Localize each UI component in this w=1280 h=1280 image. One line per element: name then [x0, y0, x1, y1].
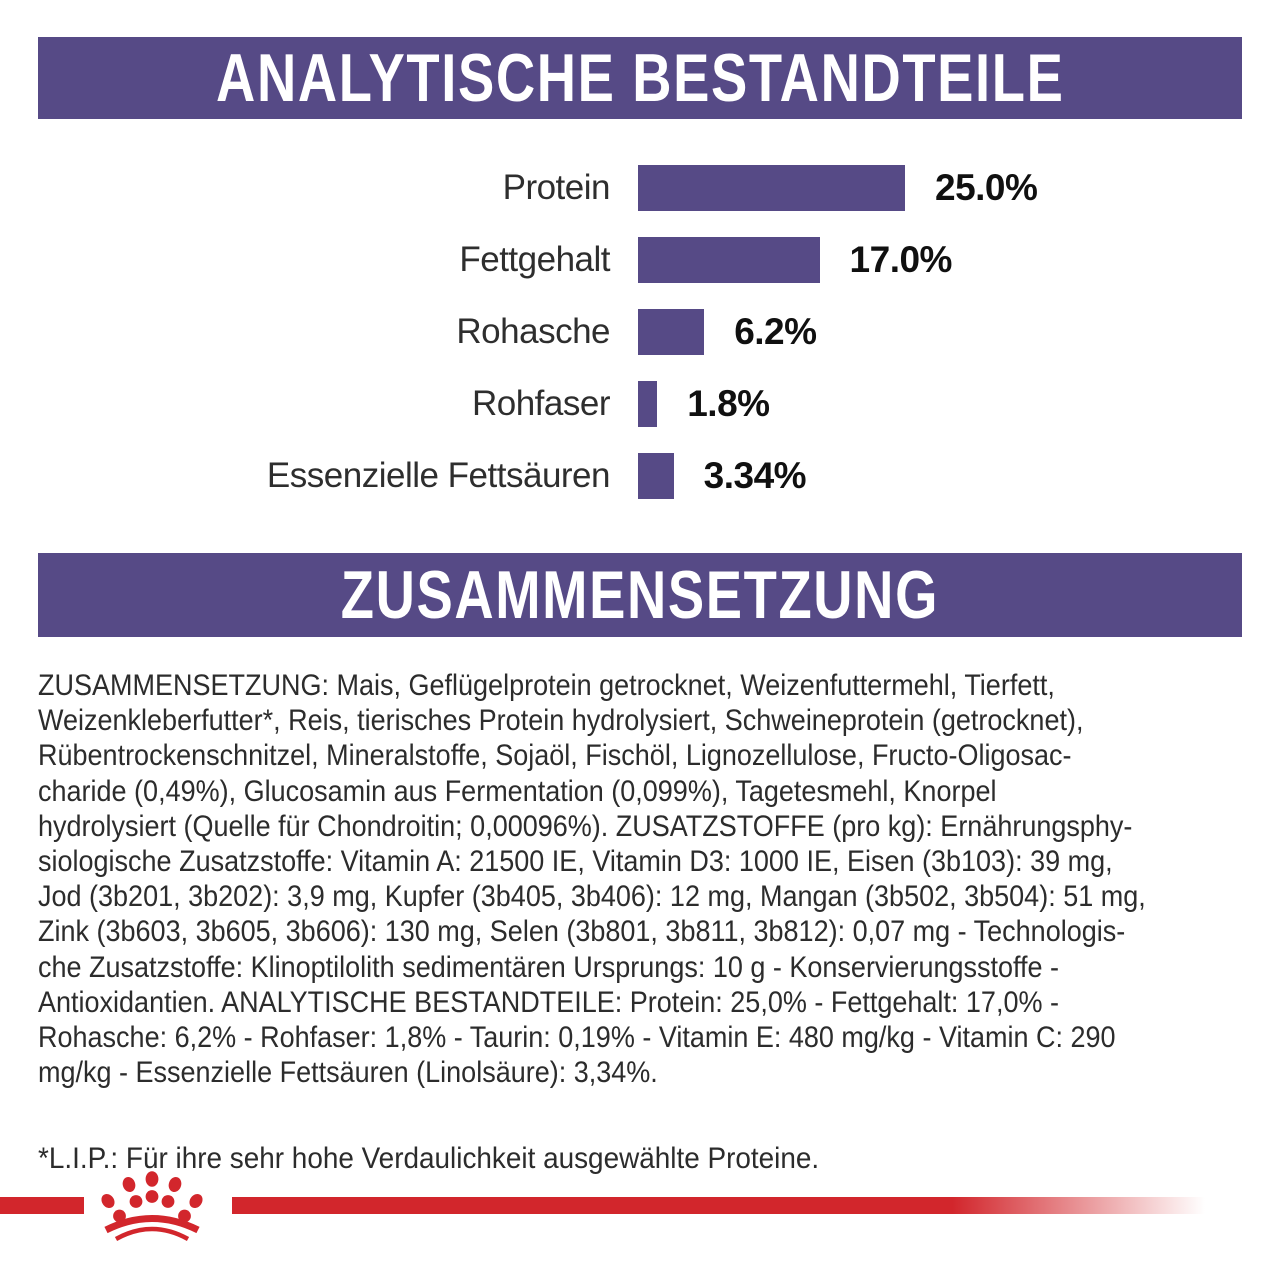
composition-line: Zink (3b603, 3b605, 3b606): 130 mg, Sele…	[38, 915, 1126, 949]
composition-paragraph: ZUSAMMENSETZUNG: Mais, Geflügelprotein g…	[38, 668, 1244, 1090]
analytical-components-bar-chart: Protein 25.0% Fettgehalt 17.0% Rohasche 6.2% R…	[0, 165, 1280, 525]
footer-stripe-left	[0, 1197, 84, 1214]
chart-value-label: 17.0%	[849, 239, 953, 280]
composition-line: ZUSAMMENSETZUNG: Mais, Geflügelprotein g…	[38, 669, 1055, 702]
composition-line: Weizenkleberfutter*, Reis, tierisches Pr…	[38, 704, 1084, 738]
chart-value-label: 6.2%	[734, 311, 817, 352]
chart-row: Protein 25.0%	[0, 165, 1280, 211]
chart-category-label: Essenzielle Fettsäuren	[266, 456, 611, 495]
composition-line: che Zusatzstoffe: Klinoptilolith sedimen…	[38, 950, 1060, 984]
composition-line: Rohasche: 6,2% - Rohfaser: 1,8% - Taurin…	[38, 1021, 1116, 1055]
chart-bar	[638, 453, 674, 499]
composition-line: Rübentrockenschnitzel, Mineralstoffe, So…	[38, 739, 1072, 773]
chart-row: Fettgehalt 17.0%	[0, 237, 1280, 283]
composition-line: Antioxidantien. ANALYTISCHE BESTANDTEILE…	[38, 985, 1059, 1019]
composition-banner: ZUSAMMENSETZUNG	[38, 553, 1242, 637]
analytical-components-banner: ANALYTISCHE BESTANDTEILE	[38, 37, 1242, 119]
composition-line: charide (0,49%), Glucosamin aus Fermenta…	[38, 774, 997, 808]
chart-bar	[638, 309, 705, 355]
chart-value-label: 3.34%	[703, 455, 807, 496]
chart-row: Essenzielle Fettsäuren 3.34%	[0, 453, 1280, 499]
lip-footnote: *L.I.P.: Für ihre sehr hohe Verdaulichke…	[38, 1142, 820, 1175]
chart-category-label: Protein	[502, 168, 611, 207]
composition-line: mg/kg - Essenzielle Fettsäuren (Linolsäu…	[38, 1056, 658, 1090]
chart-bar	[638, 237, 820, 283]
composition-line: hydrolysiert (Quelle für Chondroitin; 0,…	[38, 809, 1133, 843]
analytical-components-title: ANALYTISCHE BESTANDTEILE	[215, 40, 1065, 116]
chart-bar	[638, 381, 658, 427]
chart-category-label: Fettgehalt	[459, 240, 610, 279]
composition-line: Jod (3b201, 3b202): 3,9 mg, Kupfer (3b40…	[38, 880, 1146, 914]
chart-value-label: 25.0%	[935, 167, 1038, 208]
chart-category-label: Rohasche	[456, 312, 610, 351]
royal-canin-crown-icon	[92, 1171, 212, 1248]
composition-title: ZUSAMMENSETZUNG	[340, 557, 940, 633]
chart-row: Rohfaser 1.8%	[0, 381, 1280, 427]
chart-row: Rohasche 6.2%	[0, 309, 1280, 355]
composition-line: siologische Zusatzstoffe: Vitamin A: 215…	[38, 845, 1113, 879]
chart-bar	[638, 165, 905, 211]
footer-stripe-right	[232, 1197, 1205, 1214]
chart-value-label: 1.8%	[687, 383, 770, 424]
chart-category-label: Rohfaser	[471, 384, 611, 423]
